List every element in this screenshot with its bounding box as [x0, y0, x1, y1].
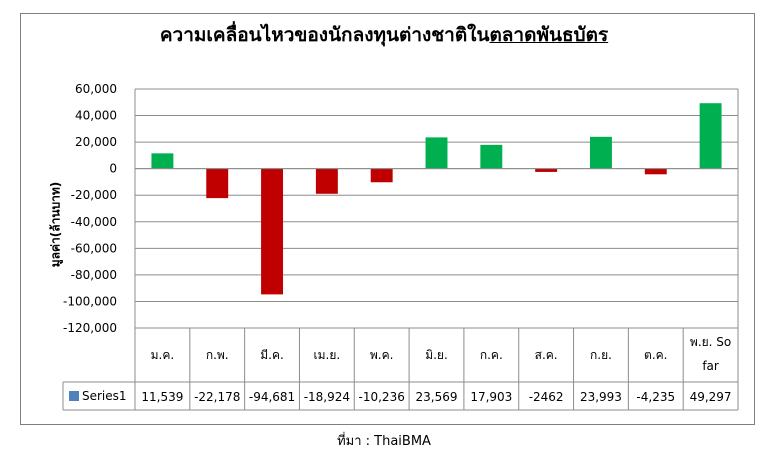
category-label: ต.ค. — [644, 348, 667, 362]
category-label: มิ.ย. — [425, 348, 448, 362]
bar — [151, 153, 174, 169]
data-table-value: -22,178 — [194, 390, 240, 404]
chart-title: ความเคลื่อนไหวของนักลงทุนต่างชาติในตลาดพ… — [0, 20, 768, 50]
y-tick-label: -40,000 — [71, 215, 117, 229]
bar — [261, 168, 284, 295]
y-tick-label: -20,000 — [71, 188, 117, 202]
y-tick-label: -60,000 — [71, 241, 117, 255]
data-table-value: -18,924 — [304, 390, 350, 404]
y-tick-label: -100,000 — [63, 294, 117, 308]
y-tick-label: 0 — [109, 162, 117, 176]
chart-frame — [20, 13, 755, 425]
chart-title-text: ความเคลื่อนไหวของนักลงทุนต่างชาติใน — [159, 24, 490, 46]
data-table-value: 17,903 — [470, 390, 512, 404]
category-label: พ.ย. So far — [690, 335, 731, 373]
bar — [370, 168, 393, 183]
bar — [535, 168, 558, 172]
category-label: ก.พ. — [206, 348, 229, 362]
category-label: ก.ย. — [590, 348, 612, 362]
bar — [425, 137, 448, 169]
data-table-value: -2462 — [529, 390, 564, 404]
data-table-value: 11,539 — [141, 390, 183, 404]
bar — [699, 103, 722, 169]
data-table-value: -10,236 — [359, 390, 405, 404]
chart-title-underlined: ตลาดพันธบัตร — [489, 24, 609, 46]
y-tick-label: 60,000 — [75, 82, 117, 96]
category-label: เม.ย. — [314, 348, 341, 362]
y-tick-label: 20,000 — [75, 135, 117, 149]
category-label: ม.ค. — [151, 348, 175, 362]
data-table-value: -94,681 — [249, 390, 295, 404]
category-label: ก.ค. — [480, 348, 503, 362]
category-label: ส.ค. — [535, 348, 558, 362]
legend-series-name: Series1 — [82, 389, 127, 403]
category-label: มี.ค. — [260, 348, 284, 362]
data-table-value: 23,993 — [580, 390, 622, 404]
bar — [644, 168, 667, 175]
bar — [315, 168, 338, 194]
data-table-value: 23,569 — [416, 390, 458, 404]
bar — [589, 136, 612, 169]
bar — [480, 144, 503, 169]
source-label: ที่มา : ThaiBMA — [337, 434, 431, 449]
y-tick-label: -120,000 — [63, 321, 117, 335]
data-table-value: 49,297 — [690, 390, 732, 404]
y-tick-label: -80,000 — [71, 268, 117, 282]
data-table-value: -4,235 — [636, 390, 675, 404]
y-tick-label: 40,000 — [75, 109, 117, 123]
legend-key-swatch — [69, 391, 79, 401]
bar — [206, 168, 229, 199]
category-label: พ.ค. — [370, 348, 394, 362]
